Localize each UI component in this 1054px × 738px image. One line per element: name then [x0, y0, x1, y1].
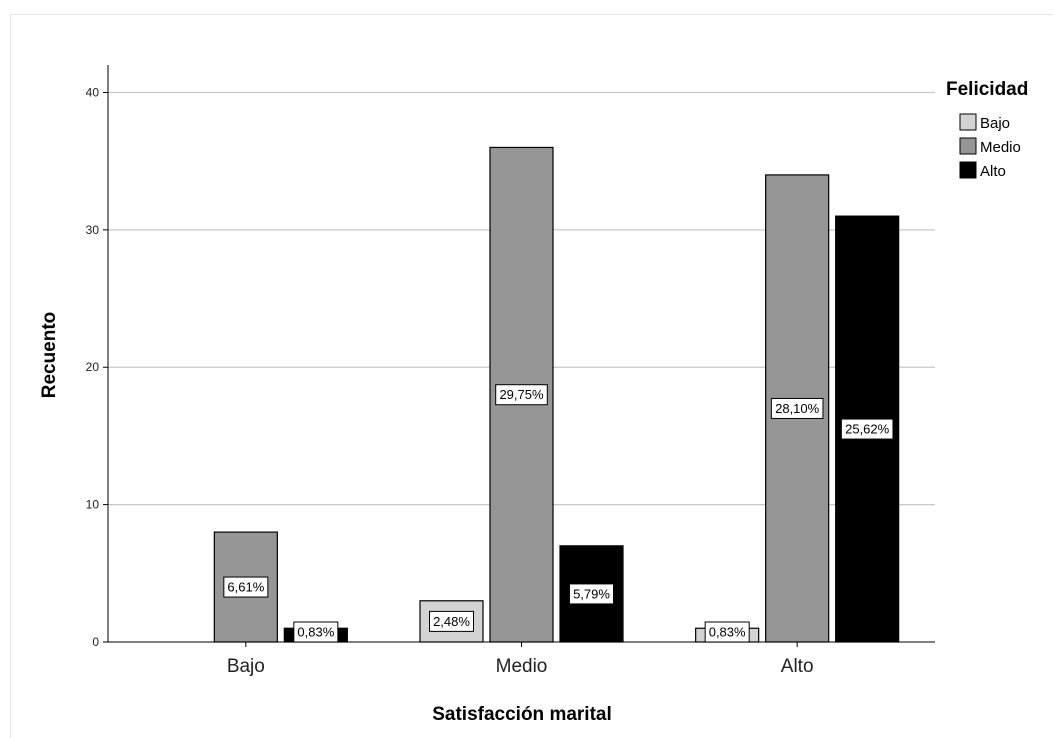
x-axis-title: Satisfacción marital	[432, 704, 612, 725]
y-tick-label: 10	[86, 498, 100, 512]
legend-item-medio: Medio	[959, 137, 1021, 156]
legend-label: Bajo	[980, 115, 1010, 132]
data-label-text: 6,61%	[227, 580, 264, 595]
data-label-box	[429, 610, 474, 632]
chart-frame	[10, 14, 1053, 738]
data-label-text: 25,62%	[845, 422, 890, 437]
data-label-text: 28,10%	[775, 401, 820, 416]
legend-label: Medio	[980, 139, 1021, 156]
x-tick-label: Medio	[496, 656, 548, 677]
data-label-box	[770, 397, 824, 419]
x-tick-labels: Bajo Medio Alto	[227, 642, 814, 677]
data-label: 29,75%	[495, 384, 548, 406]
legend-items: Bajo Medio Alto	[959, 113, 1021, 180]
data-label-text: 0,83%	[297, 625, 334, 640]
legend-swatch	[959, 113, 977, 131]
data-label-box	[704, 621, 750, 643]
legend: Felicidad Bajo Medio Alto	[946, 79, 1028, 180]
data-label-text: 29,75%	[499, 387, 544, 402]
data-label: 2,48%	[429, 610, 474, 632]
data-label: 6,61%	[223, 576, 269, 598]
data-label: 5,79%	[569, 583, 614, 605]
data-label: 28,10%	[770, 397, 824, 419]
bars	[213, 146, 900, 643]
data-labels: 6,61% 0,83% 2,48% 29,75% 5,79% 0,83% 28,10% 25,…	[223, 384, 894, 643]
data-label: 0,83%	[293, 621, 339, 643]
y-tick-label: 20	[86, 360, 100, 374]
legend-swatch	[959, 137, 977, 155]
y-axis-title: Recuento	[39, 312, 60, 399]
data-label-box	[293, 621, 339, 643]
data-label-text: 5,79%	[573, 586, 610, 601]
legend-label: Alto	[980, 163, 1006, 180]
x-tick-label: Alto	[781, 656, 814, 677]
legend-title: Felicidad	[946, 79, 1028, 100]
legend-swatch	[959, 161, 977, 179]
data-label-text: 0,83%	[709, 625, 746, 640]
y-tick-label: 30	[86, 223, 100, 237]
data-label: 0,83%	[704, 621, 750, 643]
y-tick-labels: 0 10 20 30 40	[86, 85, 108, 649]
data-label-box	[569, 583, 614, 605]
data-label-text: 2,48%	[433, 614, 470, 629]
legend-item-bajo: Bajo	[959, 113, 1010, 132]
y-tick-label: 0	[92, 635, 99, 649]
data-label-box	[495, 384, 548, 406]
y-tick-label: 40	[86, 85, 100, 99]
data-label-box	[840, 418, 894, 440]
legend-item-alto: Alto	[959, 161, 1006, 180]
x-tick-label: Bajo	[227, 656, 265, 677]
data-label-box	[223, 576, 269, 598]
data-label: 25,62%	[840, 418, 894, 440]
